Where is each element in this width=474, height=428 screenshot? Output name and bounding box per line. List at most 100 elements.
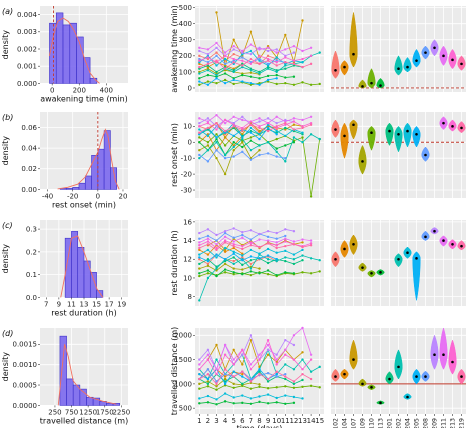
histogram-bar (49, 22, 57, 84)
series-point (292, 117, 296, 120)
median-point (343, 372, 346, 376)
series-point (223, 72, 227, 75)
series-point (215, 267, 218, 270)
series-point (198, 237, 201, 240)
histogram-bar (97, 148, 105, 190)
series-point (232, 82, 235, 86)
series-point (206, 126, 210, 130)
series-point (284, 67, 287, 70)
series-point (309, 244, 313, 247)
panel-label: (b) (2, 113, 13, 122)
series-point (292, 62, 296, 66)
series-point (241, 258, 244, 262)
y-tick-label: 0.001 (17, 63, 37, 71)
violin-shape (439, 327, 448, 370)
series-line (199, 114, 312, 124)
series-point (241, 49, 244, 53)
series-point (275, 358, 278, 361)
series-point (215, 128, 218, 131)
series-point (292, 75, 296, 78)
series-line (199, 339, 312, 376)
series-point (215, 133, 218, 136)
x-tick-label: 20 (119, 192, 128, 200)
series-point (223, 343, 227, 347)
y-tick-label: 0 (188, 84, 192, 92)
series-point (284, 134, 287, 138)
median-point (343, 134, 346, 138)
x-tick-label: -40 (42, 192, 53, 200)
series-point (249, 126, 253, 130)
histogram-bar (112, 403, 120, 406)
median-point (361, 382, 364, 386)
y-tick-label: 0.1 (26, 271, 37, 279)
median-point (388, 377, 391, 381)
series-point (215, 343, 218, 347)
series-point (284, 372, 287, 376)
series-point (309, 239, 313, 242)
series-point (215, 81, 218, 85)
x-tick-label: 7 (249, 417, 253, 425)
series-point (215, 239, 218, 242)
series-point (232, 246, 235, 250)
series-line (199, 141, 260, 176)
series-point (266, 387, 270, 390)
series-point (301, 238, 304, 241)
violin-shape (412, 126, 421, 148)
series-point (258, 48, 261, 51)
series-point (215, 269, 218, 272)
series-point (284, 259, 287, 263)
fish-id-label: 201211 (441, 418, 448, 428)
series-point (198, 244, 201, 247)
series-point (206, 262, 210, 266)
series-point (241, 370, 244, 373)
series-point (266, 393, 270, 396)
series-point (292, 59, 296, 62)
series-point (275, 386, 278, 389)
series-point (232, 44, 235, 48)
series-point (301, 65, 304, 69)
series-point (198, 131, 201, 134)
series-point (258, 383, 261, 386)
series-point (249, 244, 253, 247)
series-point (223, 268, 227, 271)
series-point (309, 384, 313, 388)
series-point (275, 137, 278, 141)
series-point (206, 149, 210, 152)
series-point (206, 48, 210, 51)
y-tick-label: 100 (179, 68, 192, 76)
series-point (223, 377, 227, 381)
series-point (249, 273, 253, 277)
series-point (206, 348, 210, 352)
series-point (215, 368, 218, 371)
violin-shape (349, 12, 358, 68)
series-line (199, 400, 294, 405)
x-tick-label: 3 (214, 417, 218, 425)
series-point (215, 256, 218, 259)
series-point (249, 139, 253, 142)
series-point (241, 59, 244, 62)
series-point (223, 81, 227, 85)
series-point (258, 368, 261, 371)
series-point (232, 70, 235, 74)
series-point (266, 402, 270, 405)
series-point (241, 382, 244, 386)
series-point (275, 251, 278, 254)
median-point (442, 353, 445, 357)
series-point (318, 258, 321, 262)
series-line (199, 127, 277, 140)
median-point (442, 121, 445, 125)
series-point (223, 144, 227, 147)
violin-shape (394, 349, 403, 380)
median-point (451, 360, 454, 364)
series-point (292, 358, 296, 361)
median-point (433, 353, 436, 357)
median-point (379, 84, 382, 87)
series-point (241, 247, 244, 251)
series-point (266, 377, 270, 381)
series-point (223, 400, 227, 403)
median-point (361, 160, 364, 163)
series-point (301, 81, 304, 84)
histogram-bar (86, 396, 94, 406)
series-point (258, 353, 261, 356)
x-tick-label: 12 (289, 417, 298, 425)
